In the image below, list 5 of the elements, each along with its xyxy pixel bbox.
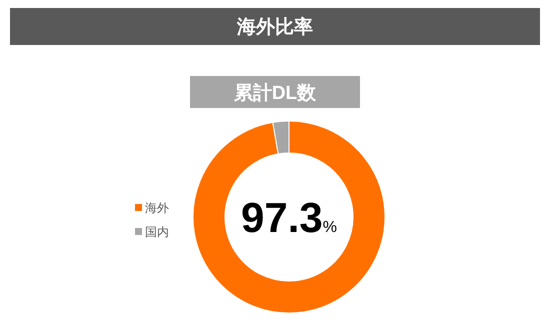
chart-title: 海外比率	[236, 16, 313, 38]
legend-label: 国内	[145, 225, 169, 239]
chart-subtitle: 累計DL数	[232, 82, 318, 104]
text: 97.3%	[241, 194, 337, 241]
legend-label: 海外	[145, 201, 169, 215]
